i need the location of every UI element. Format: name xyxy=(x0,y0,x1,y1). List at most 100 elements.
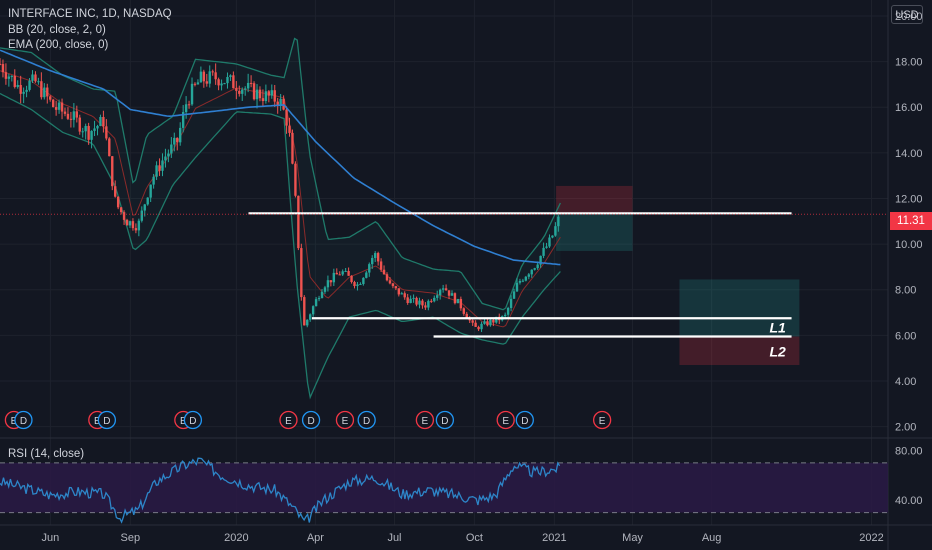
candle-body xyxy=(252,83,256,100)
candle-body xyxy=(116,196,120,208)
candle-body xyxy=(438,289,442,296)
candle-body xyxy=(93,128,96,131)
dividend-event-icon xyxy=(435,410,455,430)
candle-body xyxy=(69,118,73,120)
candle-body xyxy=(492,319,495,323)
candle-body xyxy=(258,89,262,99)
symbol-title: INTERFACE INC, 1D, NASDAQ xyxy=(8,8,172,20)
candle-body xyxy=(483,321,486,324)
candle-body xyxy=(99,116,102,126)
price-tick-label: 6.00 xyxy=(895,330,916,342)
candle-body xyxy=(300,248,303,298)
candle-body xyxy=(400,293,403,295)
candle-body xyxy=(509,298,513,308)
price-tick-label: 12.00 xyxy=(895,193,923,205)
ema-legend-label: EMA (200, close, 0) xyxy=(8,39,109,51)
candle-body xyxy=(226,77,229,84)
candle-body xyxy=(557,216,560,227)
price-tick-label: 8.00 xyxy=(895,285,916,297)
candle-body xyxy=(170,144,173,154)
candle-body xyxy=(81,131,84,133)
candle-body xyxy=(270,90,273,96)
candle-body xyxy=(344,270,347,272)
candle-body xyxy=(506,307,510,315)
candle-body xyxy=(368,264,371,273)
candle-body xyxy=(105,126,108,139)
candle-body xyxy=(202,71,206,82)
candle-body xyxy=(7,76,11,79)
dividend-event-icon xyxy=(183,410,203,430)
level-label: L1 xyxy=(769,319,786,335)
candle-body xyxy=(152,176,155,185)
candle-body xyxy=(164,156,167,161)
candle-body xyxy=(205,81,208,84)
candle-body xyxy=(436,295,439,298)
position-stop-zone xyxy=(679,336,800,365)
candle-body xyxy=(530,269,533,275)
bb-legend-label: BB (20, close, 2, 0) xyxy=(8,23,106,36)
candle-body xyxy=(462,308,466,314)
candle-body xyxy=(66,113,70,119)
candle-body xyxy=(297,195,300,249)
candle-body xyxy=(167,153,170,157)
candle-body xyxy=(220,83,223,86)
candle-body xyxy=(554,226,557,236)
candle-body xyxy=(521,280,525,282)
candle-body xyxy=(450,293,454,296)
candle-body xyxy=(371,257,374,265)
candle-body xyxy=(542,247,545,256)
currency-button[interactable]: USD xyxy=(891,5,923,24)
rsi-legend-label: RSI (14, close) xyxy=(8,448,85,460)
time-tick-label: Aug xyxy=(702,532,722,544)
candle-body xyxy=(326,280,330,288)
candle-body xyxy=(486,321,489,326)
time-tick-label: 2022 xyxy=(859,532,883,544)
candle-body xyxy=(391,283,395,287)
earnings-event-icon xyxy=(335,410,355,430)
candle-body xyxy=(111,156,114,187)
candle-body xyxy=(320,291,324,299)
candle-body xyxy=(323,287,327,292)
candle-body xyxy=(31,74,34,81)
candle-body xyxy=(179,127,182,143)
earnings-event-label: E xyxy=(180,416,187,427)
level-label: L2 xyxy=(769,343,786,359)
candle-body xyxy=(87,125,90,140)
earnings-event-label: E xyxy=(422,416,429,427)
candle-body xyxy=(149,184,152,198)
candle-body xyxy=(533,268,536,270)
price-tick-label: 18.00 xyxy=(895,57,923,69)
candle-body xyxy=(341,271,344,275)
candle-body xyxy=(356,284,359,287)
candle-body xyxy=(161,160,164,171)
candle-body xyxy=(246,82,250,89)
candle-body xyxy=(190,83,194,105)
time-tick-label: Sep xyxy=(121,532,141,544)
candle-body xyxy=(28,80,31,90)
dividend-event-label: D xyxy=(103,416,110,427)
candle-body xyxy=(291,132,294,164)
candle-body xyxy=(536,264,539,269)
price-tick-label: 16.00 xyxy=(895,102,923,114)
candle-body xyxy=(143,204,146,211)
candle-body xyxy=(155,165,158,177)
dividend-event-icon xyxy=(97,410,117,430)
candle-body xyxy=(294,163,297,196)
dividend-event-label: D xyxy=(189,416,196,427)
candle-body xyxy=(388,280,392,284)
candle-body xyxy=(90,130,93,140)
candle-body xyxy=(441,288,445,290)
dividend-event-icon xyxy=(357,410,376,430)
candle-body xyxy=(433,297,436,302)
candle-body xyxy=(332,272,336,283)
candle-body xyxy=(415,297,418,305)
dividend-event-icon xyxy=(515,410,534,430)
time-tick-label: Jun xyxy=(42,532,60,544)
candle-body xyxy=(125,219,129,226)
candle-body xyxy=(176,137,179,143)
candle-body xyxy=(279,98,282,107)
rsi-tick-label: 40.00 xyxy=(895,495,923,507)
candle-body xyxy=(214,72,217,80)
candle-body xyxy=(196,82,200,85)
